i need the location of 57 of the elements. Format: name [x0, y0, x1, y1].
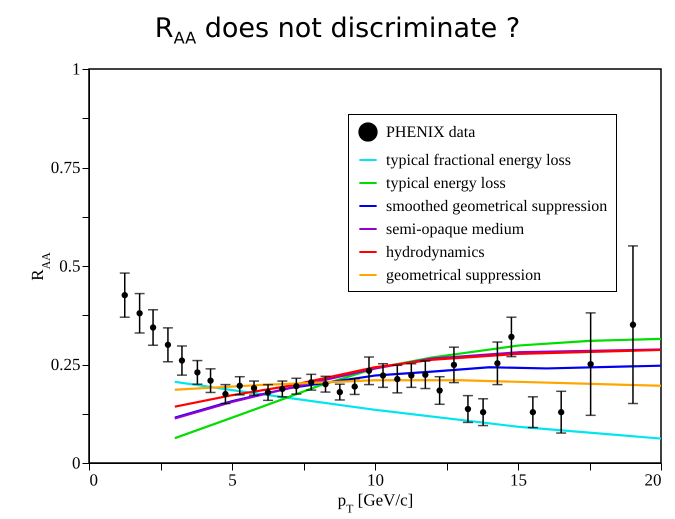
chart-title: R$_{AA}$ does not discriminate ?	[154, 12, 522, 50]
y-tick-label: 0.5	[59, 256, 80, 276]
point	[264, 389, 272, 396]
line-series	[174, 364, 662, 419]
y-tick-label: 0	[72, 454, 80, 472]
point	[464, 406, 472, 412]
point	[136, 310, 143, 316]
line-series	[174, 380, 662, 440]
legend-label: hydrodynamics	[386, 244, 485, 261]
legend-label: semi-opaque medium	[386, 221, 525, 238]
point	[558, 409, 564, 416]
x-tick-label: 20	[644, 470, 662, 490]
point	[436, 387, 443, 394]
line-series	[174, 379, 662, 391]
point	[530, 409, 536, 416]
point	[207, 378, 214, 384]
legend-label: typical fractional energy loss	[386, 152, 571, 169]
point	[450, 362, 458, 368]
point	[164, 342, 172, 348]
point	[480, 409, 486, 416]
x-axis-title: p$_{T}$ [GeV/c]	[338, 490, 414, 516]
line-series	[174, 338, 662, 440]
point	[222, 390, 229, 398]
legend-label: geometrical suppression	[386, 267, 542, 284]
point	[587, 360, 594, 368]
point	[366, 368, 372, 374]
x-tick-label: 5	[228, 470, 237, 490]
point	[408, 372, 414, 379]
x-tick-label: 0	[90, 470, 98, 490]
point	[422, 372, 428, 378]
point	[122, 292, 128, 298]
point	[293, 383, 300, 390]
point	[394, 376, 400, 382]
point	[494, 360, 501, 366]
point	[322, 381, 329, 388]
line-series	[174, 348, 662, 420]
x-tick-label: 15	[510, 470, 527, 490]
y-tick-label: 0.25	[50, 355, 80, 374]
point	[380, 372, 386, 379]
legend-label: smoothed geometrical suppression	[386, 198, 608, 215]
point	[308, 379, 314, 386]
y-tick-label: 1	[72, 60, 80, 78]
point	[236, 382, 243, 389]
point	[279, 386, 286, 392]
legend-label: PHENIX data	[386, 124, 476, 141]
line-series	[174, 348, 662, 408]
point	[194, 369, 201, 376]
point	[250, 384, 258, 392]
point	[352, 383, 358, 390]
point	[150, 324, 156, 331]
point	[508, 334, 515, 340]
y-tick-label: 0.75	[50, 158, 80, 177]
legend-label: typical energy loss	[386, 175, 506, 192]
point	[178, 357, 186, 364]
point	[336, 388, 343, 396]
point	[630, 322, 636, 328]
x-tick-label: 10	[367, 470, 384, 490]
